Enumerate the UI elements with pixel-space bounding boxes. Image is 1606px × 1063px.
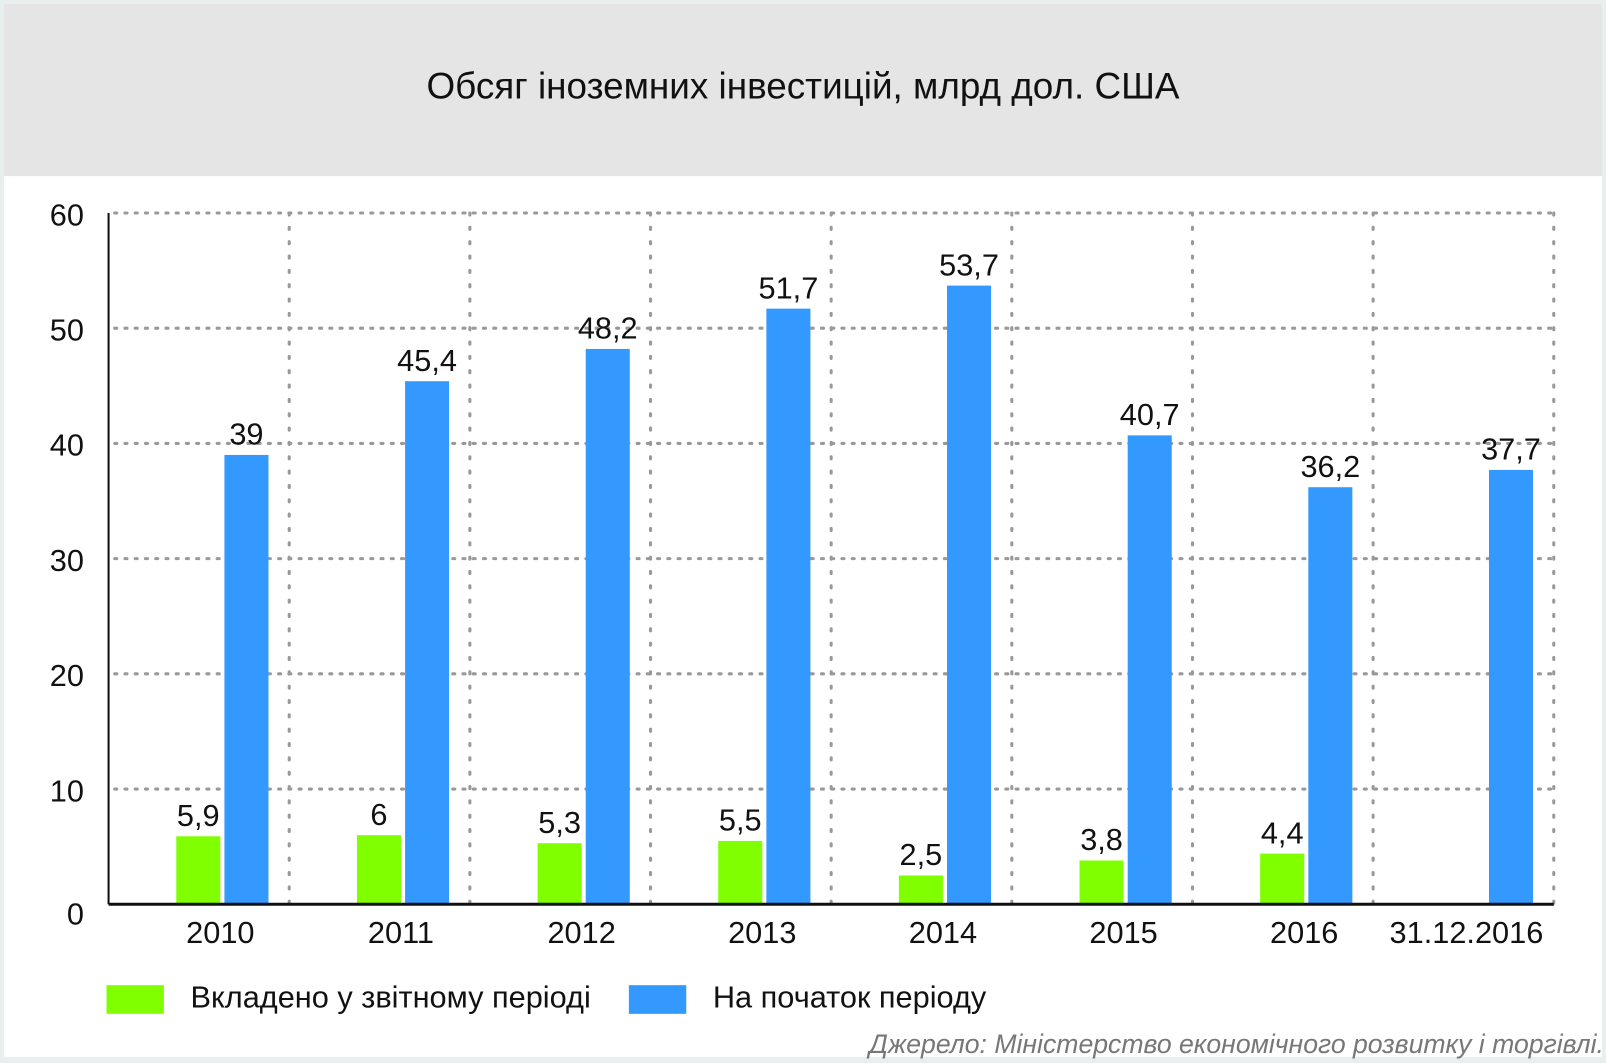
x-tick-label: 2013 (728, 915, 796, 950)
bar-start-of-period (405, 381, 450, 905)
y-tick-label: 20 (50, 658, 84, 693)
data-label: 6 (370, 797, 387, 832)
bar-start-of-period (224, 454, 269, 905)
data-label: 48,2 (578, 311, 638, 346)
bar-invested (537, 843, 582, 905)
source-note: Джерело: Міністерство економічного розви… (866, 1029, 1604, 1059)
bar-start-of-period (766, 308, 811, 905)
bar-invested (718, 840, 763, 905)
bar-invested (1260, 853, 1305, 905)
legend-swatch (628, 985, 687, 1014)
data-label: 5,3 (538, 805, 581, 840)
x-tick-label: 2012 (547, 915, 615, 950)
x-tick-label: 2010 (186, 915, 254, 950)
title-band (4, 4, 1602, 177)
bar-invested (176, 836, 221, 905)
data-label: 45,4 (397, 343, 457, 378)
y-tick-label: 0 (67, 897, 84, 932)
chart-title: Обсяг іноземних інвестицій, млрд дол. СШ… (427, 65, 1180, 106)
x-tick-label: 2016 (1270, 915, 1338, 950)
data-label: 2,5 (900, 837, 943, 872)
bar-invested (1079, 860, 1124, 905)
bar-start-of-period (1488, 469, 1534, 905)
bar-start-of-period (585, 348, 630, 905)
bar-start-of-period (947, 285, 992, 905)
x-tick-label: 2011 (368, 915, 434, 950)
data-label: 5,9 (177, 798, 220, 833)
legend-label: На початок періоду (713, 980, 987, 1015)
y-tick-label: 10 (50, 773, 84, 808)
data-label: 3,8 (1080, 822, 1123, 857)
x-tick-label: 2015 (1089, 915, 1157, 950)
data-label: 53,7 (939, 247, 999, 282)
y-tick-label: 40 (50, 428, 84, 463)
y-tick-label: 50 (50, 313, 84, 348)
data-label: 5,5 (719, 803, 762, 838)
x-tick-label: 31.12.2016 (1390, 915, 1544, 950)
data-label: 39 (229, 417, 263, 452)
data-label: 36,2 (1300, 449, 1360, 484)
bar-start-of-period (1308, 487, 1353, 905)
data-label: 40,7 (1120, 397, 1180, 432)
y-tick-label: 60 (50, 197, 84, 232)
bar-start-of-period (1127, 435, 1172, 905)
y-tick-label: 30 (50, 543, 84, 578)
x-tick-label: 2014 (909, 915, 977, 950)
data-label: 37,7 (1481, 432, 1541, 467)
data-label: 4,4 (1261, 815, 1304, 850)
legend-swatch (106, 985, 164, 1014)
bar-invested (898, 875, 943, 905)
bar-invested (356, 835, 401, 905)
legend-label: Вкладено у звітному періоді (191, 980, 591, 1015)
data-label: 51,7 (758, 270, 818, 305)
